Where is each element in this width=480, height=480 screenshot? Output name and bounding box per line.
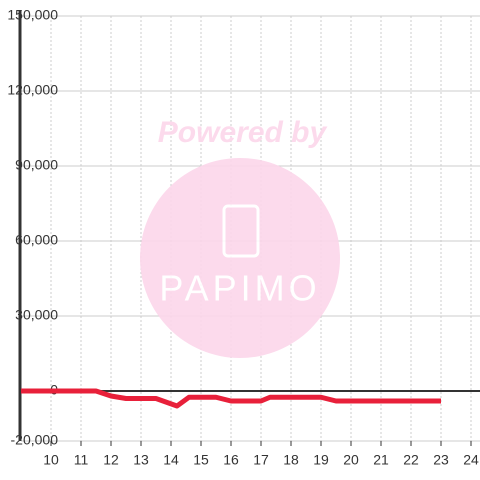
- x-tick-label: 15: [193, 452, 209, 468]
- x-tick-label: 12: [103, 452, 119, 468]
- x-tick-label: 11: [74, 452, 89, 468]
- watermark-logo: PAPIMO: [159, 268, 320, 309]
- watermark: Powered by PAPIMO: [140, 116, 340, 358]
- x-tick-label: 23: [433, 452, 449, 468]
- y-tick-label: 60,000: [15, 232, 58, 248]
- watermark-icon: [222, 204, 260, 258]
- x-tick-label: 16: [223, 452, 239, 468]
- x-tick-label: 18: [283, 452, 299, 468]
- watermark-circle: [140, 158, 340, 358]
- x-tick-label: 19: [313, 452, 329, 468]
- x-tick-label: 24: [463, 452, 479, 468]
- x-tick-label: 10: [43, 452, 59, 468]
- x-tick-label: 22: [403, 452, 419, 468]
- x-tick-label: 20: [343, 452, 359, 468]
- y-tick-label: 30,000: [15, 307, 58, 323]
- y-tick-label: 120,000: [7, 82, 58, 98]
- x-tick-label: 13: [133, 452, 149, 468]
- y-tick-label: 150,000: [7, 7, 58, 23]
- y-tick-label: 90,000: [15, 157, 58, 173]
- x-tick-label: 21: [373, 452, 389, 468]
- y-tick-label: -20,000: [11, 432, 59, 448]
- x-tick-label: 17: [253, 452, 269, 468]
- watermark-text: Powered by: [158, 116, 328, 149]
- line: [21, 388, 441, 409]
- x-tick-label: 14: [163, 452, 179, 468]
